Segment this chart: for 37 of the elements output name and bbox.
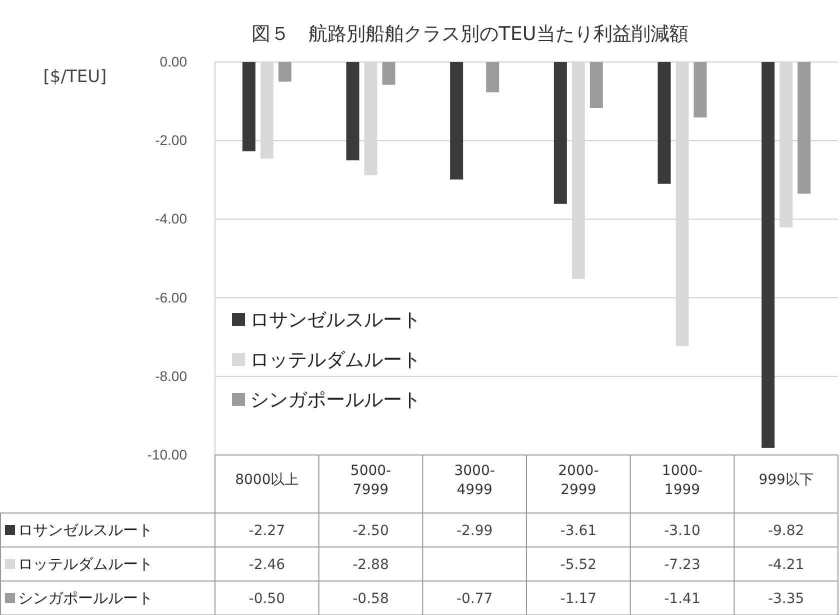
legend-label: ロサンゼルスルート — [250, 309, 421, 331]
text: シンガポールルート — [18, 589, 153, 607]
data-label: -0.50 — [248, 591, 286, 607]
legend-label: ロッテルダムルート — [250, 349, 421, 371]
x-tick-label: 5000-7999 — [350, 463, 392, 498]
x-tick-label: 999以下 — [758, 472, 814, 488]
data-label: -0.58 — [352, 591, 389, 607]
data-label: -7.23 — [664, 557, 700, 573]
data-label: -5.52 — [560, 557, 597, 573]
x-tick-label: 8000以上 — [235, 472, 299, 488]
data-label: -2.46 — [248, 557, 286, 573]
text: ロッテルダムルート — [18, 555, 153, 573]
chart-title: 図５ 航路別船舶クラス別のTEU当たり利益削減額 — [252, 23, 688, 45]
y-tick-label: -8.00 — [155, 368, 188, 384]
y-axis-title: [$/TEU] — [43, 67, 107, 87]
y-tick-label: -10.00 — [147, 446, 188, 462]
x-tick-label: 1000-1999 — [662, 463, 703, 498]
x-tick-label: 3000-4999 — [454, 463, 495, 498]
data-label: -3.10 — [664, 523, 700, 539]
y-tick-label: 0.00 — [160, 53, 188, 70]
data-label: -2.50 — [352, 523, 389, 539]
data-label: -1.17 — [560, 591, 597, 607]
legend-label: シンガポールルート — [250, 389, 421, 411]
data-label: -9.82 — [768, 523, 804, 539]
data-label: -0.77 — [456, 591, 493, 607]
y-tick-label: -6.00 — [155, 289, 188, 306]
data-label: -2.88 — [352, 557, 389, 573]
data-label: -2.27 — [248, 523, 286, 539]
data-label: -3.61 — [560, 523, 597, 539]
text: ロサンゼルスルート — [18, 521, 153, 539]
data-label: -2.99 — [456, 523, 493, 539]
y-tick-label: -2.00 — [155, 132, 188, 148]
data-label: -3.35 — [768, 591, 804, 607]
data-label: -1.41 — [664, 591, 700, 607]
y-tick-label: -4.00 — [155, 210, 188, 227]
x-tick-label: 2000-2999 — [558, 463, 599, 498]
data-label: -4.21 — [768, 557, 804, 573]
